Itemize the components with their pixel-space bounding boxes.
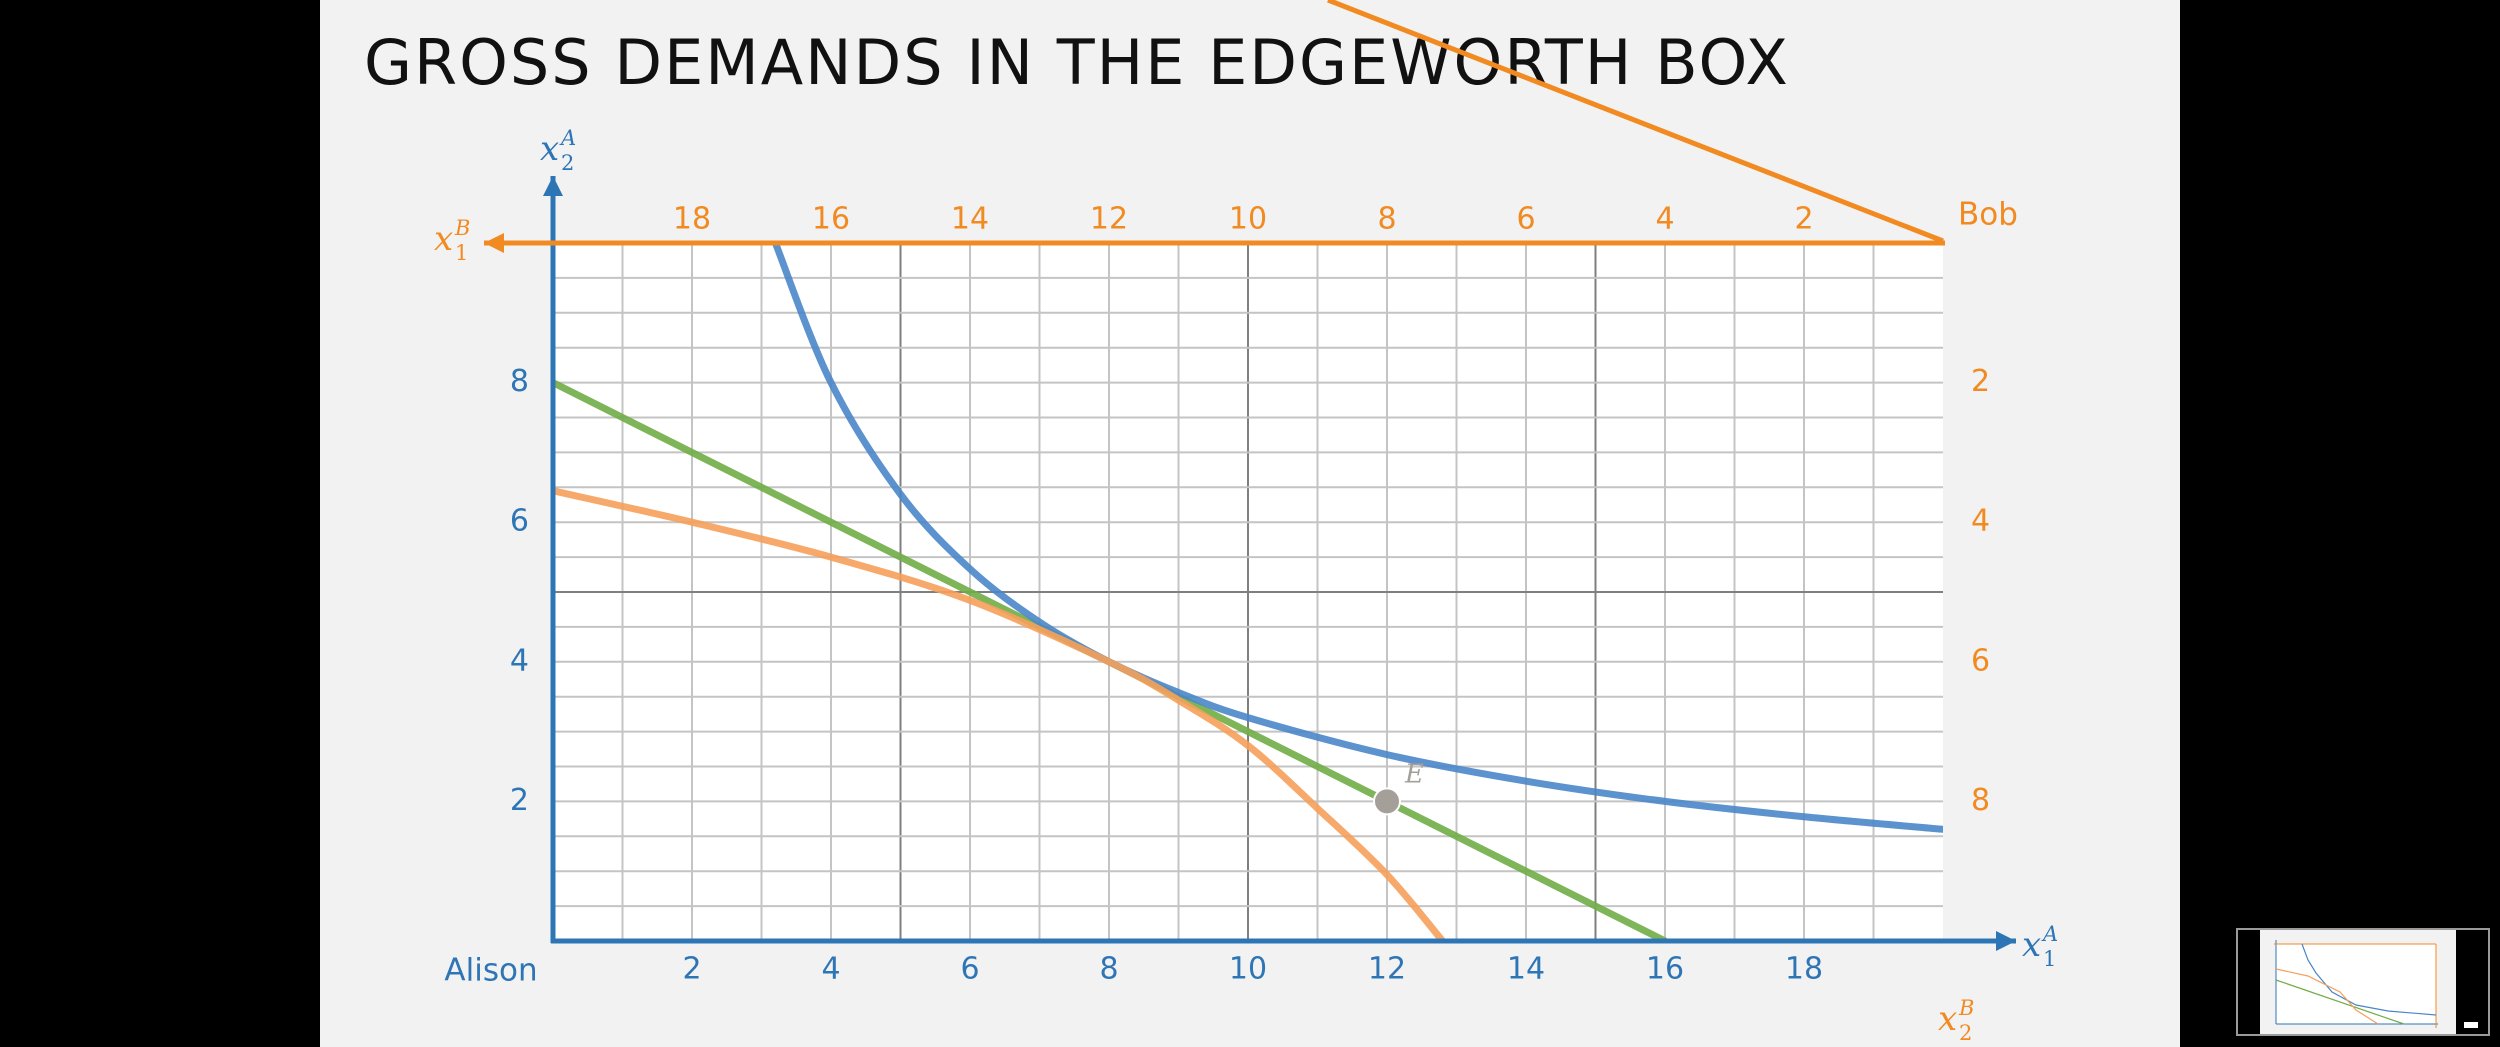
alison-x-axis-label: x A1 [2022,922,2058,971]
bob-y-axis [1327,0,1944,244]
alison-y-tick-label: 6 [510,504,529,539]
alison-y-axis-label-sub: 2 [561,151,574,175]
bob-x-axis-label: x B1 [434,216,470,265]
bob-x-axis-label-sub: 1 [455,241,468,265]
alison-x-tick-label: 14 [1507,952,1545,987]
bob-y-tick-label: 4 [1971,504,1990,539]
bob-x-tick-label: 18 [673,202,711,237]
bob-x-tick-label: 6 [1516,202,1535,237]
bob-x-axis-arrowhead [484,233,504,253]
alison-y-axis-label-sup: A [559,126,576,150]
bob-y-tick-label: 8 [1971,783,1990,818]
bob-x-tick-label: 14 [951,202,989,237]
bob-x-tick-label: 10 [1229,202,1267,237]
bob-x-axis-label-sup: B [454,216,470,240]
alison-x-axis-label-base: x [2022,925,2041,965]
bob-x-tick-label: 8 [1377,202,1396,237]
bob-x-tick-label: 4 [1655,202,1674,237]
bob-x-axis-label-base: x [434,219,453,259]
alison-x-tick-label: 18 [1785,952,1823,987]
alison-x-tick-label: 10 [1229,952,1267,987]
slide-thumbnail[interactable] [2236,928,2490,1036]
endowment-point [1373,787,1401,816]
bob-indifference-curve [553,487,1447,941]
alison-x-tick-label: 8 [1099,952,1118,987]
bob-x-tick-label: 2 [1794,202,1813,237]
alison-x-axis-label-sub: 1 [2043,947,2056,971]
alison-y-axis-label: x A2 [540,126,576,175]
alison-x-tick-label: 12 [1368,952,1406,987]
bob-x-tick-label: 12 [1090,202,1128,237]
bob-y-tick-label: 6 [1971,643,1990,678]
bob-y-axis-label-sup: B [1958,996,1974,1020]
endowment-label: E [1404,759,1424,789]
alison-y-tick-label: 2 [510,783,529,818]
alison-indifference-curve [771,243,1943,833]
alison-x-axis-arrowhead [1996,931,2016,951]
alison-x-axis-label-sup: A [2041,922,2058,946]
bob-y-axis-label-sub: 2 [1959,1021,1972,1045]
alison-y-tick-label: 8 [510,364,529,399]
alison-x-tick-label: 4 [821,952,840,987]
edgeworth-box-chart: 2 4 6 8 10 12 14 16 182468246810121416182468Alis… [434,0,2058,1045]
bob-y-axis-label-base: x [1938,999,1957,1039]
alison-x-tick-label: 16 [1646,952,1684,987]
bob-x-tick-label: 16 [812,202,850,237]
alison-y-tick-label: 4 [510,643,529,678]
alison-y-axis-arrowhead [543,176,563,196]
bob-origin-label: Bob [1958,197,2018,233]
bob-y-axis-label: x B2 [1938,996,1974,1045]
alison-y-axis-label-base: x [540,129,559,169]
alison-origin-label: Alison [444,953,537,989]
alison-x-tick-label: 6 [960,952,979,987]
bob-y-tick-label: 2 [1971,364,1990,399]
alison-x-tick-label: 2 [682,952,701,987]
